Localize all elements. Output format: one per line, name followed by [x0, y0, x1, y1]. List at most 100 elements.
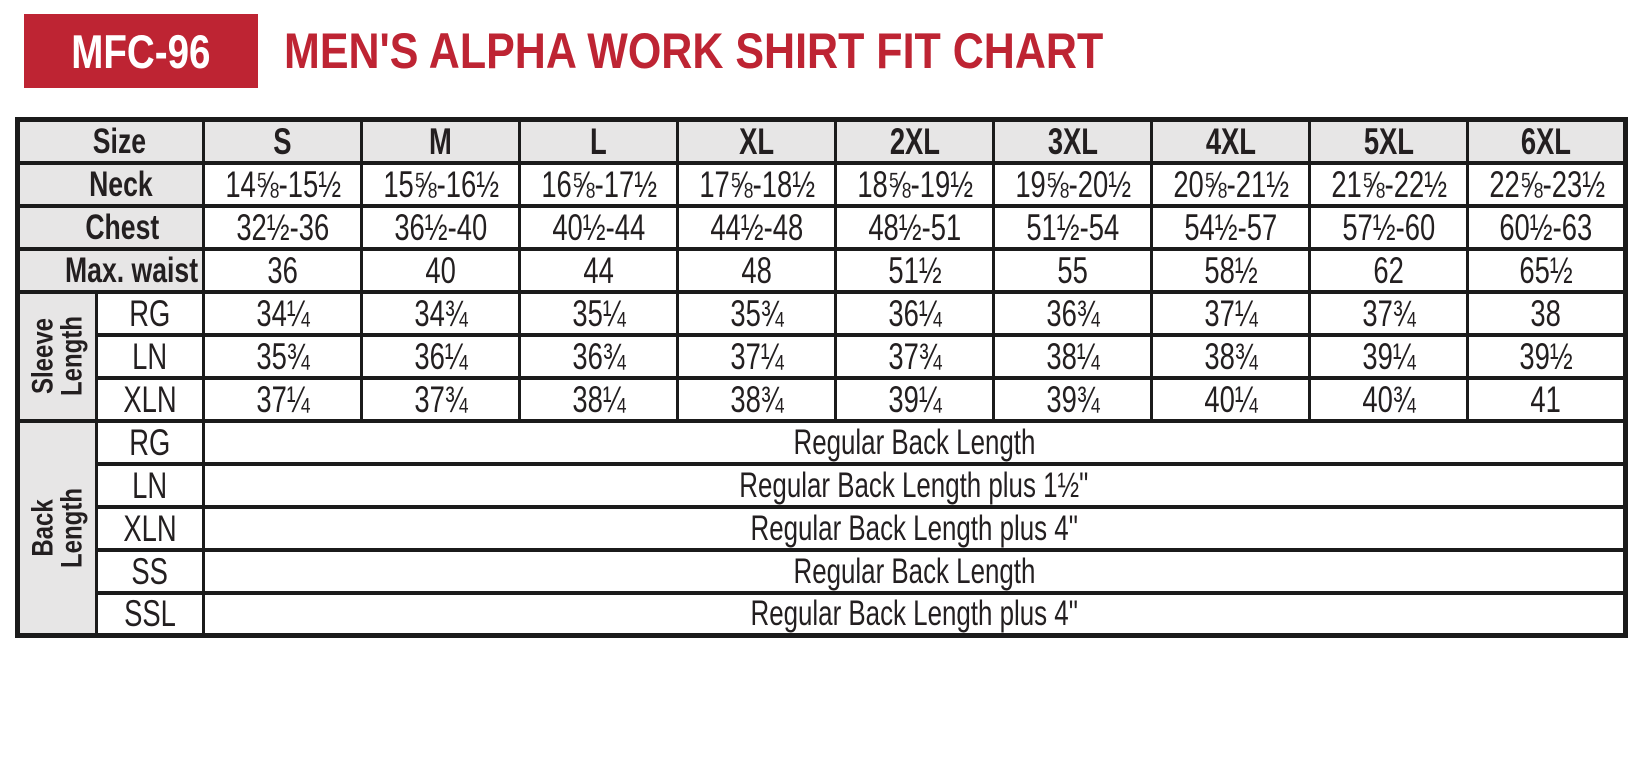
data-cell: 37¾ [360, 375, 522, 423]
data-cell: 40½-44 [518, 203, 680, 251]
data-cell: 40¼ [1150, 375, 1312, 423]
data-cell: 36 [202, 246, 364, 294]
sub-row-label-ssl: SSL [94, 590, 206, 638]
data-cell: 37¾ [834, 332, 996, 380]
sleeve-xln-row: XLN 37¼ 37¾ 38¼ 38¾ 39¼ 39¾ 40¼ 40¾ 41 [18, 375, 1628, 423]
data-cell: 38 [1466, 289, 1628, 337]
data-cell: 39½ [1466, 332, 1628, 380]
sleeve-rg-row: Sleeve Length RG 34¼ 34¾ 35¼ 35¾ 36¼ 36¾… [16, 289, 1628, 423]
back-rg-row: Back Length RG Regular Back Length [16, 418, 1628, 638]
data-cell: 37¾ [1308, 289, 1470, 337]
back-ln-row: LN Regular Back Length plus 1½" [18, 461, 1628, 509]
size-col-header: 6XL [1466, 117, 1628, 165]
sub-row-label-ss: SS [94, 547, 206, 595]
size-col-header: 4XL [1150, 117, 1312, 165]
data-cell: 58½ [1150, 246, 1312, 294]
data-cell: 37¼ [1150, 289, 1312, 337]
chest-row: Chest 32½-36 36½-40 40½-44 44½-48 48½-51… [15, 203, 1628, 251]
data-cell: 36¼ [360, 332, 522, 380]
data-cell: 51½ [834, 246, 996, 294]
data-cell: 22⅝-23½ [1466, 160, 1628, 208]
data-cell: 36½-40 [360, 203, 522, 251]
data-cell: 55 [992, 246, 1154, 294]
back-ss-row: SS Regular Back Length [18, 547, 1628, 595]
sub-row-label-xln: XLN [94, 375, 206, 423]
back-length-note: Regular Back Length plus 1½" [202, 461, 1628, 509]
data-cell: 34¼ [202, 289, 364, 337]
data-cell: 65½ [1466, 246, 1628, 294]
data-cell: 39¼ [834, 375, 996, 423]
data-cell: 36¾ [518, 332, 680, 380]
size-col-header: XL [676, 117, 838, 165]
data-cell: 35¼ [518, 289, 680, 337]
back-xln-row: XLN Regular Back Length plus 4" [18, 504, 1628, 552]
sub-row-label-xln: XLN [94, 504, 206, 552]
data-cell: 21⅝-22½ [1308, 160, 1470, 208]
back-ssl-row: SSL Regular Back Length plus 4" [18, 590, 1628, 638]
data-cell: 17⅝-18½ [676, 160, 838, 208]
data-cell: 14⅝-15½ [202, 160, 364, 208]
back-length-note: Regular Back Length [202, 418, 1628, 466]
data-cell: 35¾ [676, 289, 838, 337]
sleeve-length-group-label: Sleeve Length [16, 289, 98, 423]
size-col-header: 5XL [1308, 117, 1470, 165]
neck-row: Neck 14⅝-15½ 15⅝-16½ 16⅝-17½ 17⅝-18½ 18⅝… [15, 160, 1628, 208]
size-col-header: 3XL [992, 117, 1154, 165]
data-cell: 44 [518, 246, 680, 294]
data-cell: 39¼ [1308, 332, 1470, 380]
data-cell: 39¾ [992, 375, 1154, 423]
data-cell: 38¾ [676, 375, 838, 423]
data-cell: 54½-57 [1150, 203, 1312, 251]
page-header: MFC-96 MEN'S ALPHA WORK SHIRT FIT CHART [24, 14, 1237, 88]
data-cell: 36¼ [834, 289, 996, 337]
data-cell: 32½-36 [202, 203, 364, 251]
product-code-text: MFC-96 [71, 24, 211, 78]
size-header-cell: Size [15, 117, 206, 165]
data-cell: 35¾ [202, 332, 364, 380]
max-waist-row: Max. waist 36 40 44 48 51½ 55 58½ 62 65½ [15, 246, 1628, 294]
data-cell: 38¼ [518, 375, 680, 423]
data-cell: 18⅝-19½ [834, 160, 996, 208]
data-cell: 44½-48 [676, 203, 838, 251]
data-cell: 40 [360, 246, 522, 294]
sub-row-label-ln: LN [94, 332, 206, 380]
back-length-note: Regular Back Length [202, 547, 1628, 595]
size-col-header: 2XL [834, 117, 996, 165]
data-cell: 20⅝-21½ [1150, 160, 1312, 208]
data-cell: 19⅝-20½ [992, 160, 1154, 208]
data-cell: 16⅝-17½ [518, 160, 680, 208]
fit-chart-table: Size S M L XL 2XL 3XL 4XL 5XL 6XL Neck 1… [15, 117, 1629, 638]
data-cell: 15⅝-16½ [360, 160, 522, 208]
sleeve-ln-row: LN 35¾ 36¼ 36¾ 37¼ 37¾ 38¼ 38¾ 39¼ 39½ [18, 332, 1628, 380]
data-cell: 40¾ [1308, 375, 1470, 423]
product-code-badge: MFC-96 [24, 14, 258, 88]
sub-row-label-ln: LN [94, 461, 206, 509]
data-cell: 37¼ [676, 332, 838, 380]
data-cell: 51½-54 [992, 203, 1154, 251]
page-title-text: MEN'S ALPHA WORK SHIRT FIT CHART [284, 23, 1104, 79]
data-cell: 62 [1308, 246, 1470, 294]
back-length-note: Regular Back Length plus 4" [202, 504, 1628, 552]
data-cell: 38¼ [992, 332, 1154, 380]
data-cell: 34¾ [360, 289, 522, 337]
row-label-chest: Chest [15, 203, 206, 251]
data-cell: 48 [676, 246, 838, 294]
data-cell: 60½-63 [1466, 203, 1628, 251]
data-cell: 41 [1466, 375, 1628, 423]
data-cell: 36¾ [992, 289, 1154, 337]
size-header-row: Size S M L XL 2XL 3XL 4XL 5XL 6XL [15, 117, 1628, 165]
data-cell: 38¾ [1150, 332, 1312, 380]
data-cell: 57½-60 [1308, 203, 1470, 251]
sub-row-label-rg: RG [94, 289, 206, 337]
size-col-header: L [518, 117, 680, 165]
data-cell: 48½-51 [834, 203, 996, 251]
size-col-header: S [202, 117, 364, 165]
back-length-group-label: Back Length [16, 418, 98, 638]
page-title: MEN'S ALPHA WORK SHIRT FIT CHART [284, 22, 1237, 80]
sub-row-label-rg: RG [94, 418, 206, 466]
data-cell: 37¼ [202, 375, 364, 423]
row-label-neck: Neck [15, 160, 206, 208]
row-label-max-waist: Max. waist [15, 246, 206, 294]
back-length-note: Regular Back Length plus 4" [202, 590, 1628, 638]
